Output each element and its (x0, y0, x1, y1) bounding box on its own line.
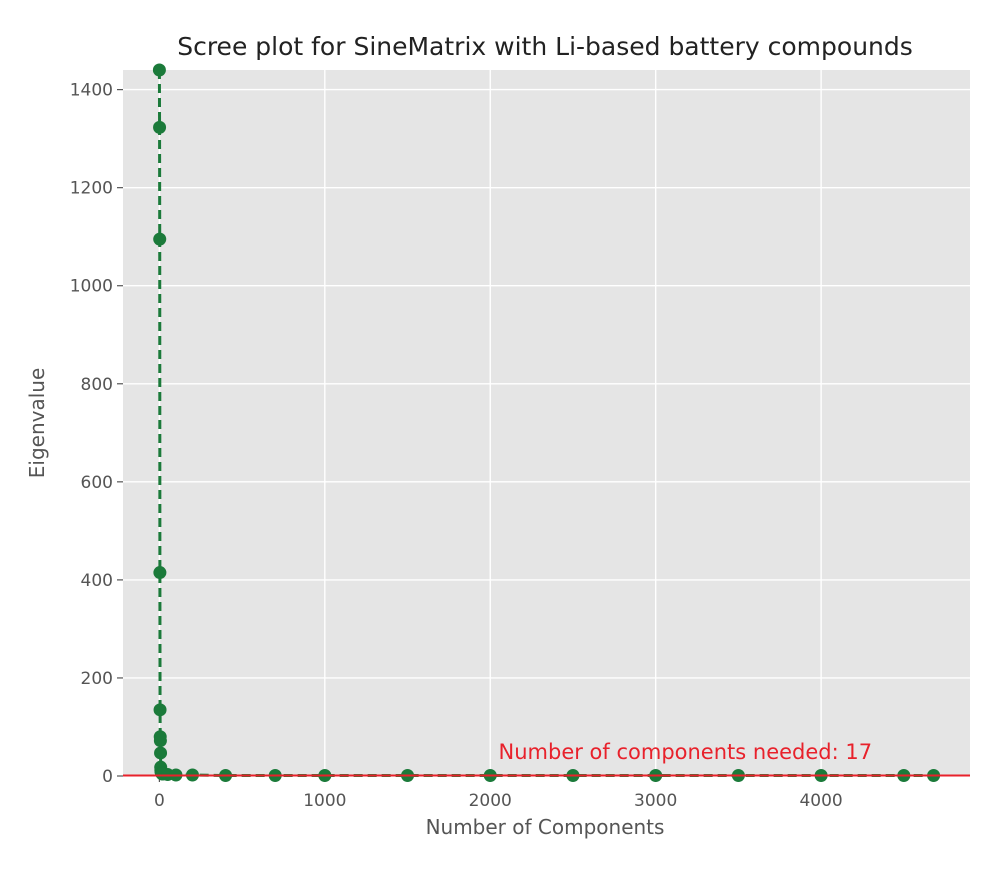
plot-area (123, 70, 970, 776)
y-tick-label: 600 (81, 473, 113, 493)
data-point (153, 734, 167, 748)
x-tick-label: 2000 (469, 791, 512, 811)
y-axis-label: Eigenvalue (25, 368, 49, 479)
x-tick-label: 0 (154, 791, 165, 811)
x-tick-label: 1000 (303, 791, 346, 811)
y-tick-label: 200 (81, 669, 113, 689)
y-tick-label: 800 (81, 375, 113, 395)
y-tick-label: 1200 (70, 179, 113, 199)
data-point (154, 746, 168, 760)
y-tick-label: 0 (102, 767, 113, 787)
data-point (152, 63, 166, 77)
y-tick-label: 1000 (70, 277, 113, 297)
x-tick-label: 4000 (799, 791, 842, 811)
y-tick-label: 400 (81, 571, 113, 591)
chart-title: Scree plot for SineMatrix with Li-based … (177, 32, 913, 61)
data-point (153, 703, 167, 717)
axis-ticks: 0 1000 2000 3000 4000 0 200 400 600 800 1000 1200 14… (70, 81, 843, 811)
data-point (153, 566, 167, 580)
y-tick-label: 1400 (70, 81, 113, 101)
x-tick-label: 3000 (634, 791, 677, 811)
data-point (153, 120, 167, 134)
annotation-label: Number of components needed: 17 (499, 740, 873, 764)
data-point (153, 232, 167, 246)
x-axis-label: Number of Components (426, 815, 665, 839)
